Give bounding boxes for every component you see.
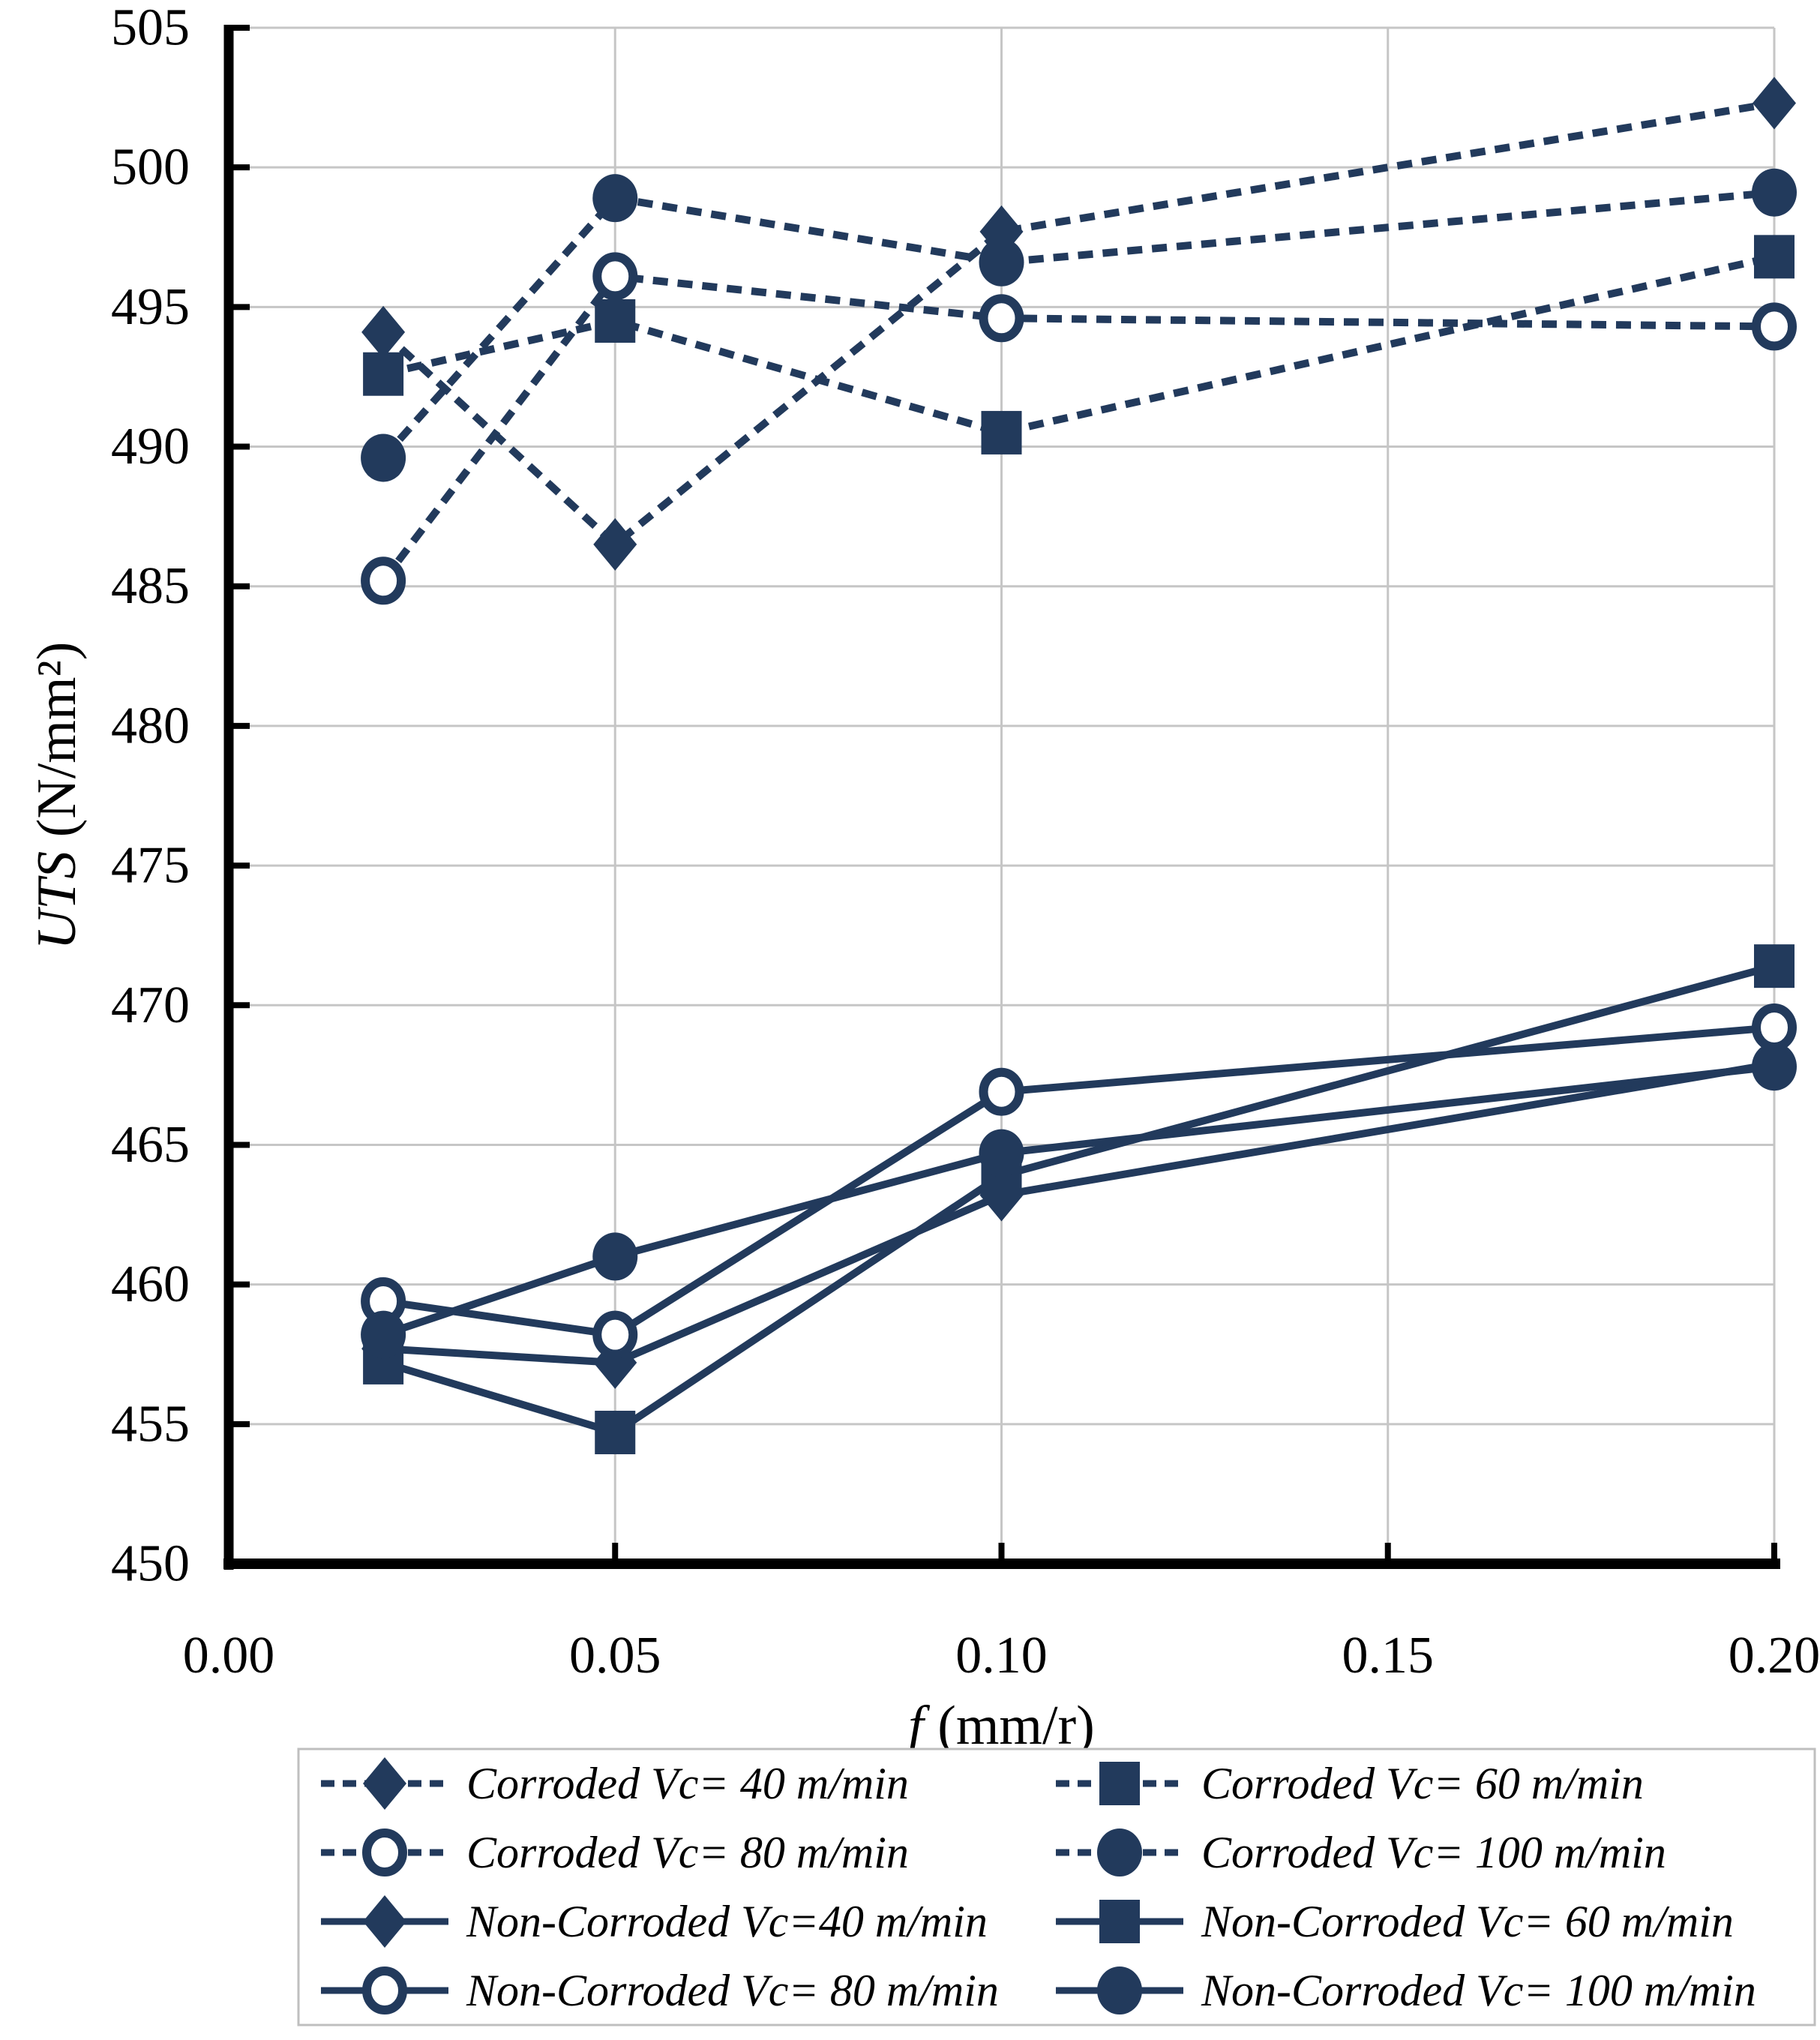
legend-entry: Non-Corroded Vc= 80 m/min	[321, 1966, 999, 2015]
legend-label: Corroded Vc= 80 m/min	[466, 1828, 909, 1877]
marker-square	[595, 298, 636, 343]
series-7	[361, 1042, 1797, 1359]
marker-square	[981, 410, 1022, 454]
series-5	[363, 944, 1795, 1454]
series-line	[382, 253, 1776, 436]
series-line	[380, 272, 1775, 584]
marker-circle-open	[592, 1310, 638, 1359]
marker-square	[1099, 1762, 1140, 1805]
marker-circle-filled	[1097, 1828, 1142, 1876]
series-line	[382, 1024, 1775, 1339]
marker-circle-open	[1752, 1004, 1797, 1052]
marker-circle-open	[361, 556, 406, 605]
marker-diamond	[593, 518, 637, 571]
y-axis-title: UTS (N/mm²)	[26, 642, 88, 950]
series-line	[380, 99, 1775, 548]
legend-label: Non-Corroded Vc=40 m/min	[466, 1897, 988, 1946]
y-tick-label: 460	[111, 1256, 190, 1313]
legend-entry: Corroded Vc= 40 m/min	[321, 1757, 909, 1810]
x-tick-label: 0.10	[955, 1627, 1048, 1684]
x-tick-label: 0.15	[1342, 1627, 1435, 1684]
marker-square	[1754, 944, 1795, 988]
y-tick-label: 470	[111, 976, 190, 1034]
marker-circle-filled	[1097, 1966, 1142, 2014]
legend-label: Non-Corroded Vc= 80 m/min	[466, 1966, 999, 2015]
legend-label: Corroded Vc= 60 m/min	[1201, 1759, 1644, 1808]
marker-circle-filled	[1752, 168, 1797, 217]
marker-circle-open	[979, 294, 1024, 343]
legend-entry: Corroded Vc= 80 m/min	[321, 1828, 909, 1877]
marker-circle-filled	[592, 1232, 638, 1281]
series-3	[361, 168, 1797, 482]
series-1	[363, 235, 1795, 454]
marker-square	[363, 352, 404, 396]
x-tick-label: 0.20	[1729, 1627, 1820, 1684]
marker-square	[595, 1410, 636, 1454]
legend-entry: Non-Corroded Vc= 100 m/min	[1056, 1966, 1756, 2015]
x-tick-label: 0.05	[569, 1627, 661, 1684]
series-6	[361, 1004, 1797, 1359]
marker-circle-open	[592, 252, 638, 301]
series-line	[380, 188, 1775, 460]
marker-circle-open	[362, 1966, 407, 2014]
y-tick-label: 475	[111, 837, 190, 895]
marker-circle-open	[362, 1828, 407, 1876]
marker-square	[1754, 235, 1795, 279]
marker-circle-filled	[1752, 1042, 1797, 1091]
legend-box	[297, 1748, 1816, 2026]
marker-circle-filled	[361, 434, 406, 482]
y-tick-label: 455	[111, 1395, 190, 1453]
marker-circle-filled	[592, 174, 638, 223]
marker-diamond	[361, 305, 406, 358]
legend-entry: Corroded Vc= 60 m/min	[1056, 1759, 1644, 1808]
marker-diamond	[1753, 76, 1796, 130]
x-axis-title: f (mm/r)	[908, 1695, 1095, 1756]
legend-label: Non-Corroded Vc= 100 m/min	[1201, 1966, 1756, 2015]
legend-label: Corroded Vc= 100 m/min	[1201, 1828, 1666, 1877]
series-line	[382, 962, 1776, 1436]
marker-circle-filled	[979, 1129, 1024, 1178]
legend-entry: Non-Corroded Vc= 60 m/min	[1056, 1897, 1734, 1946]
marker-circle-filled	[979, 238, 1024, 286]
series-2	[361, 252, 1797, 605]
legend: Corroded Vc= 40 m/min Corroded Vc= 60 m/m…	[297, 1748, 1816, 2026]
y-tick-label: 480	[111, 697, 190, 754]
series-line	[382, 1063, 1775, 1339]
series-line	[382, 1060, 1775, 1366]
marker-diamond	[363, 1757, 406, 1810]
marker-circle-open	[979, 1067, 1024, 1116]
marker-diamond	[363, 1895, 406, 1948]
y-tick-label: 500	[111, 139, 190, 196]
y-tick-label: 495	[111, 278, 190, 336]
marker-circle-filled	[361, 1310, 406, 1359]
legend-label: Corroded Vc= 40 m/min	[466, 1759, 909, 1808]
marker-square	[1099, 1900, 1140, 1943]
marker-circle-open	[1752, 302, 1797, 351]
x-tick-label: 0.00	[183, 1627, 275, 1684]
y-tick-label: 505	[111, 0, 190, 57]
y-tick-label: 465	[111, 1116, 190, 1174]
y-tick-label: 490	[111, 418, 190, 476]
legend-entry: Non-Corroded Vc=40 m/min	[321, 1895, 988, 1948]
y-tick-label: 485	[111, 557, 190, 615]
legend-label: Non-Corroded Vc= 60 m/min	[1201, 1897, 1734, 1946]
y-tick-label: 450	[111, 1535, 190, 1593]
legend-entry: Corroded Vc= 100 m/min	[1056, 1828, 1666, 1877]
